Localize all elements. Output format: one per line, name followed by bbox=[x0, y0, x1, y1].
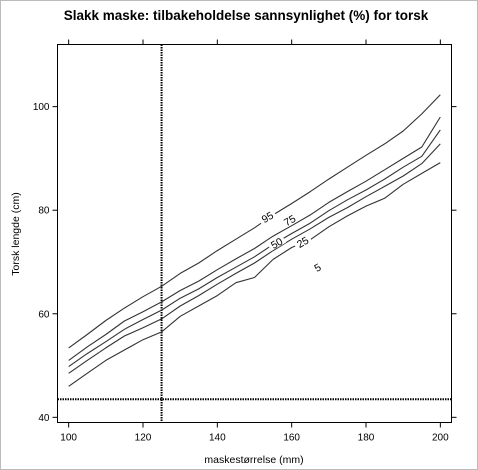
x-tick-label: 160 bbox=[283, 433, 300, 444]
contour-label-group: 5 bbox=[309, 259, 325, 275]
contour-line-75 bbox=[68, 116, 441, 361]
contour-line-25 bbox=[68, 143, 441, 374]
x-tick-label: 180 bbox=[358, 433, 375, 444]
contour-labels: 95 75 50 255 bbox=[256, 207, 325, 275]
x-axis-label: maskestørrelse (mm) bbox=[204, 454, 303, 466]
contour-line-50 bbox=[68, 129, 441, 368]
contour-label-group: 95 bbox=[256, 207, 277, 226]
plot-area-frame bbox=[57, 44, 452, 423]
contour-label-95: 95 bbox=[260, 210, 276, 226]
x-tick-label: 140 bbox=[209, 433, 226, 444]
contour-label-75: 75 bbox=[282, 213, 298, 229]
y-axis: 40 60 80 100 bbox=[33, 102, 457, 424]
x-tick-label: 200 bbox=[432, 433, 449, 444]
x-axis: 100 120 140 160 180 200 bbox=[60, 39, 449, 444]
contour-label-group: 75 bbox=[278, 210, 300, 229]
contour-label-group: 50 bbox=[265, 232, 287, 252]
contour-label-bg bbox=[265, 232, 287, 252]
contour-label-25: 25 bbox=[295, 235, 311, 251]
contour-label-group: 25 bbox=[291, 231, 313, 251]
y-axis-label: Torsk lengde (cm) bbox=[10, 192, 22, 275]
contour-label-bg bbox=[291, 231, 313, 251]
y-tick-label: 40 bbox=[38, 413, 50, 424]
contour-label-bg bbox=[256, 207, 277, 226]
contour-line-95 bbox=[68, 94, 441, 349]
contour-label-bg bbox=[309, 259, 325, 274]
y-tick-label: 100 bbox=[33, 102, 50, 113]
reference-lines bbox=[57, 44, 452, 423]
contour-label-bg bbox=[278, 210, 300, 229]
y-tick-label: 60 bbox=[38, 309, 50, 320]
y-tick-label: 80 bbox=[38, 206, 50, 217]
x-tick-label: 100 bbox=[60, 433, 77, 444]
x-tick-label: 120 bbox=[135, 433, 152, 444]
contour-label-50: 50 bbox=[269, 236, 285, 252]
chart-title: Slakk maske: tilbakeholdelse sannsynligh… bbox=[64, 8, 429, 23]
contour-label-5: 5 bbox=[312, 261, 323, 274]
contour-lines bbox=[68, 94, 441, 387]
contour-line-5 bbox=[68, 162, 441, 387]
